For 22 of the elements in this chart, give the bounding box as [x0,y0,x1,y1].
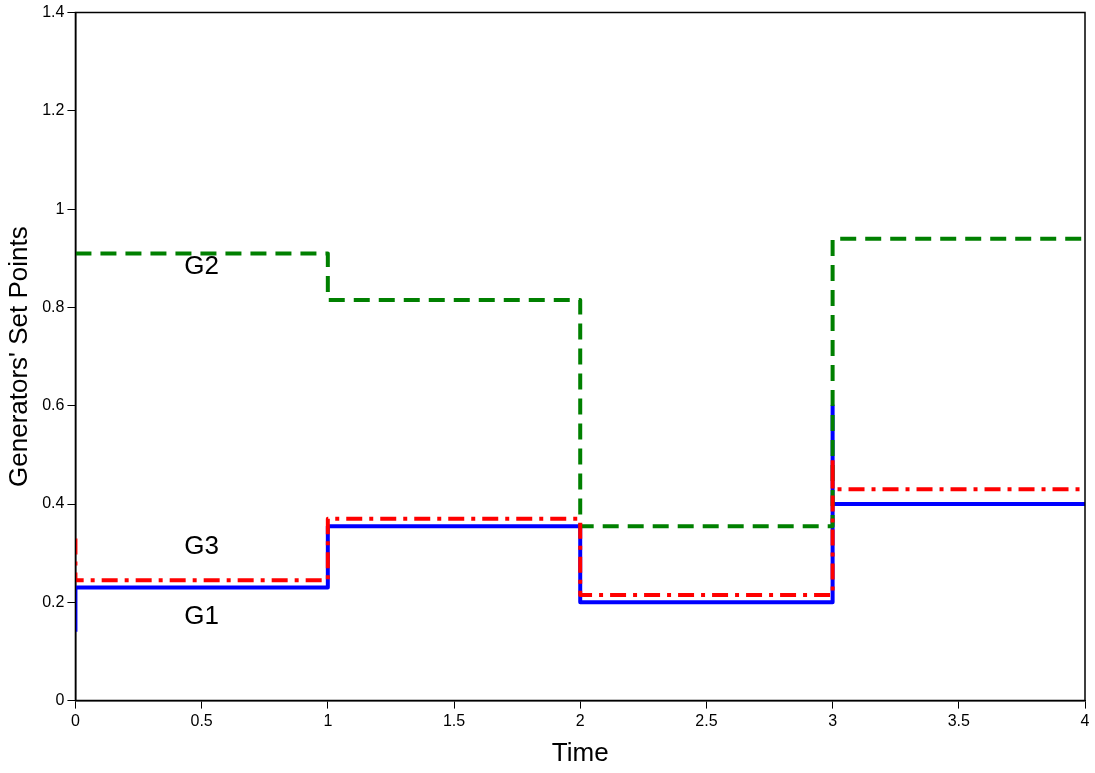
x-axis-title: Time [551,736,609,767]
x-tick-label: 4 [1080,711,1090,729]
y-tick-label: 0.4 [42,494,65,512]
x-tick-label: 3.5 [947,711,971,729]
x-tick-label: 1.5 [442,711,466,729]
y-tick-label: 0.8 [42,297,65,315]
series-label: G3 [184,530,219,561]
y-tick-label: 1.4 [42,3,65,21]
y-tick-label: 1.2 [42,101,65,119]
x-tick-label: 3 [828,711,838,729]
x-tick-label: 2 [575,711,585,729]
y-tick-label: 1 [55,199,65,217]
y-tick-label: 0 [55,691,65,709]
y-tick-label: 0.6 [42,396,65,414]
y-tick-label: 0.2 [42,592,65,610]
x-tick-label: 0.5 [190,711,213,729]
series-label: G1 [184,599,219,630]
x-tick-label: 2.5 [695,711,718,729]
y-axis-title: Generators' Set Points [2,226,33,487]
series-label: G2 [184,250,219,281]
x-tick-label: 1 [323,711,333,729]
x-tick-label: 0 [70,711,80,729]
